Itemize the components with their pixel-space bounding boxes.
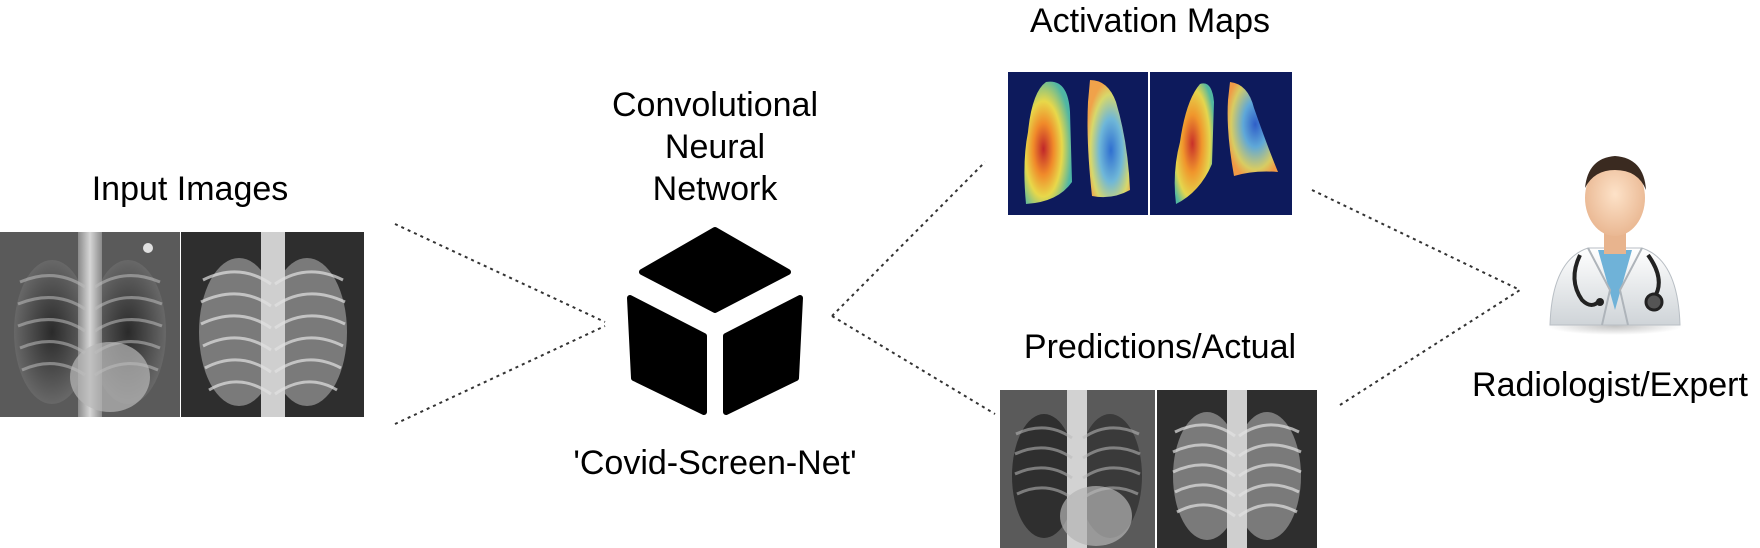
input-xray-image-2 (181, 232, 364, 417)
connector-input-bottom (394, 325, 606, 425)
input-xray-image-1 (0, 232, 180, 417)
cnn-label-line-3: Network (652, 170, 778, 208)
input-images-label: Input Images (91, 170, 289, 208)
connector-predictions-to-expert (1339, 289, 1521, 406)
connector-input-top (394, 223, 606, 323)
activation-map-1 (1008, 72, 1148, 215)
doctor-avatar-icon (1547, 156, 1683, 335)
prediction-xray-image-2 (1157, 390, 1317, 548)
activation-map-2 (1150, 72, 1292, 215)
predictions-actual-label: Predictions/Actual (1023, 328, 1297, 366)
cnn-label-line-2: Neural (664, 128, 766, 166)
prediction-xray-image-1 (1000, 390, 1155, 548)
cnn-label-line-1: Convolutional (611, 86, 819, 124)
activation-maps-label: Activation Maps (1030, 2, 1270, 40)
connector-activation-to-expert (1311, 189, 1521, 291)
model-name-label: 'Covid-Screen-Net' (573, 444, 857, 482)
radiologist-expert-label: Radiologist/Expert (1472, 366, 1748, 404)
connector-cnn-to-activation (831, 161, 986, 317)
cube-icon (627, 227, 803, 415)
connector-cnn-to-predictions (831, 315, 996, 415)
